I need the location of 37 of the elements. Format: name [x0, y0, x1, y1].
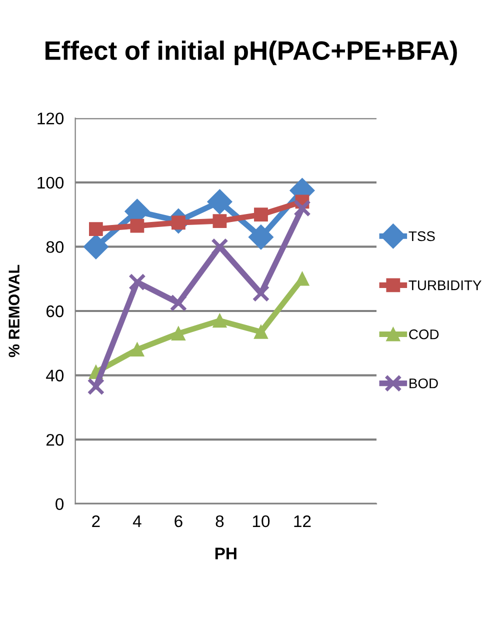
- legend-label: TURBIDITY: [408, 280, 482, 290]
- point: [207, 189, 232, 214]
- point: [172, 326, 186, 340]
- point: [252, 284, 270, 302]
- point: [130, 218, 144, 233]
- legend-label: TSS: [408, 231, 435, 242]
- x-tick-label: 2: [92, 515, 100, 528]
- point: [83, 234, 108, 260]
- legend-label: BOD: [410, 378, 438, 388]
- point: [87, 378, 105, 396]
- point: [170, 294, 188, 312]
- point: [88, 222, 103, 236]
- chart-title: Effect of initial pH(PAC+PE+BFA): [46, 40, 457, 66]
- y-tick-label: 60: [46, 305, 64, 318]
- point: [130, 342, 144, 357]
- y-tick-label: 40: [46, 370, 64, 382]
- y-axis-title: % REMOVAL: [8, 264, 20, 358]
- point: [294, 199, 311, 217]
- x-axis-title: PH: [215, 548, 236, 560]
- point: [254, 208, 268, 222]
- point: [212, 314, 227, 328]
- y-tick-label: 20: [46, 434, 64, 446]
- y-tick-label: 80: [46, 241, 64, 253]
- x-tick-label: 4: [132, 516, 142, 528]
- y-tick-label: 0: [56, 498, 64, 510]
- y-tick-label: 100: [38, 176, 64, 189]
- point: [254, 324, 268, 339]
- point: [212, 214, 227, 228]
- point: [248, 224, 274, 250]
- x-tick-label: 12: [294, 515, 311, 528]
- legend-label: COD: [409, 329, 439, 340]
- point: [128, 273, 146, 291]
- point: [295, 272, 310, 286]
- x-tick-label: 10: [252, 515, 270, 528]
- x-tick-label: 8: [216, 515, 224, 528]
- x-tick-label: 6: [174, 515, 182, 528]
- y-tick-label: 120: [38, 112, 64, 124]
